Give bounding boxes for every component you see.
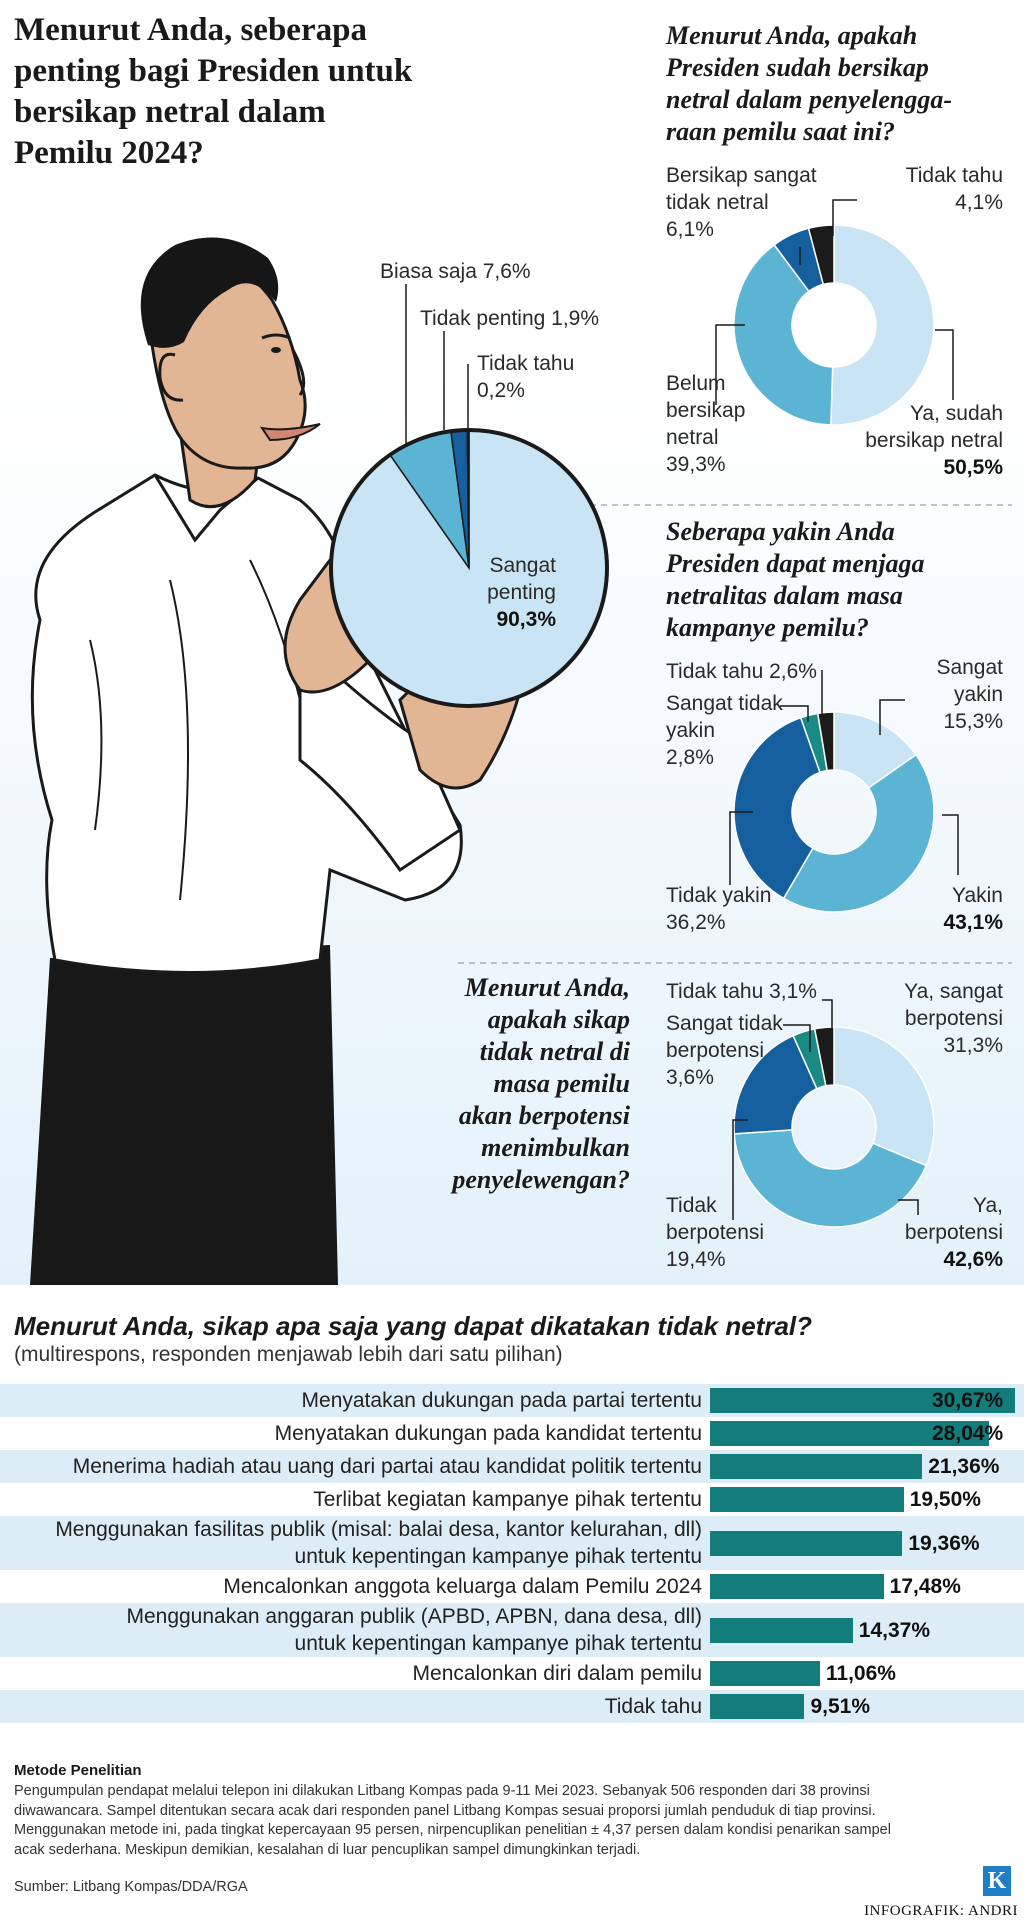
bar-value-label: 28,04% xyxy=(932,1422,1004,1445)
bar xyxy=(710,1421,989,1446)
bar xyxy=(710,1694,805,1719)
bar-category-label: Menggunakan fasilitas publik (misal: bal… xyxy=(55,1518,702,1568)
pie-chart-importance xyxy=(329,428,609,708)
label-q3-tidak-tahu: Tidak tahu 2,6% xyxy=(666,660,817,683)
bar xyxy=(710,1617,853,1643)
bar-value-label: 9,51% xyxy=(810,1695,871,1718)
bar-category-label: Terlibat kegiatan kampanye pihak tertent… xyxy=(313,1488,702,1511)
leader-line xyxy=(832,199,857,236)
bar-row-shading xyxy=(0,1690,1024,1723)
bar-value-label: 30,67% xyxy=(932,1389,1004,1412)
leader-line xyxy=(729,811,753,885)
bar xyxy=(710,1661,820,1686)
bar-row: Menyatakan dukungan pada kandidat terten… xyxy=(0,1417,1024,1450)
pie-slice xyxy=(833,1026,935,1167)
label-q3-sangat-tidak-yakin: Sangat tidak yakin 2,8% xyxy=(666,692,783,769)
bar-chart-subtitle: (multirespons, responden menjawab lebih … xyxy=(14,1343,563,1366)
bar-category-label: Tidak tahu xyxy=(604,1695,702,1718)
bar-chart: Menyatakan dukungan pada partai tertentu… xyxy=(0,1384,1024,1752)
q2-title: Menurut Anda, apakah Presiden sudah bers… xyxy=(666,21,952,146)
label-q2-belum-netral: Belum bersikap netral 39,3% xyxy=(666,372,746,476)
bar-category-label: Menerima hadiah atau uang dari partai at… xyxy=(72,1455,702,1478)
bar-value-label: 14,37% xyxy=(858,1618,930,1642)
bar-value-label: 11,06% xyxy=(825,1662,896,1685)
bar xyxy=(710,1454,923,1479)
leader-line xyxy=(715,324,745,405)
label-q4-sangat-tidak-berpotensi: Sangat tidak berpotensi 3,6% xyxy=(666,1012,783,1089)
pie-slice xyxy=(733,243,834,426)
bar xyxy=(710,1487,904,1512)
bar-row: Terlibat kegiatan kampanye pihak tertent… xyxy=(0,1483,1024,1516)
leader-line xyxy=(935,329,954,400)
pie-slice xyxy=(733,1129,928,1228)
bar-row: Mencalonkan diri dalam pemilu 11,06% xyxy=(0,1657,1024,1690)
label-q3-sangat-yakin: Sangat yakin 15,3% xyxy=(936,656,1003,733)
bar-value-label: 19,50% xyxy=(909,1488,981,1511)
pie-slice xyxy=(816,711,835,772)
bar-row: Menggunakan fasilitas publik (misal: bal… xyxy=(0,1516,1024,1570)
kompas-logo: K xyxy=(983,1866,1011,1896)
bar xyxy=(710,1530,903,1556)
label-q3-yakin: Yakin 43,1% xyxy=(943,884,1003,934)
bar-row-shading xyxy=(0,1603,1024,1657)
label-q4-ya-sangat-berpotensi: Ya, sangat berpotensi 31,3% xyxy=(904,980,1003,1057)
label-q4-tidak-berpotensi: Tidak berpotensi 19,4% xyxy=(666,1194,765,1271)
leader-line xyxy=(732,1119,748,1220)
label-tidak-penting: Tidak penting 1,9% xyxy=(420,307,600,330)
q3-title: Seberapa yakin Anda Presiden dapat menja… xyxy=(666,517,925,642)
methodology-title: Metode Penelitian xyxy=(14,1762,142,1779)
bar-row: Menyatakan dukungan pada partai tertentu… xyxy=(0,1384,1024,1417)
pie-slice xyxy=(813,1026,835,1087)
label-tidak-tahu-1: Tidak tahu 0,2% xyxy=(477,352,575,402)
bar-category-label: Menyatakan dukungan pada kandidat terten… xyxy=(274,1422,702,1445)
leader-line xyxy=(822,999,833,1050)
label-q2-sudah-netral: Ya, sudah bersikap netral 50,5% xyxy=(865,402,1003,479)
bar xyxy=(710,1388,1015,1413)
bar-chart-title: Menurut Anda, sikap apa saja yang dapat … xyxy=(14,1311,813,1341)
leader-line xyxy=(942,814,959,875)
q4-title: Menurut Anda, apakah sikap tidak netral … xyxy=(452,973,630,1194)
donut-chart-confidence xyxy=(733,711,935,913)
pie-slice xyxy=(733,716,821,900)
pie-slice xyxy=(733,1034,818,1135)
donut-chart-potential xyxy=(733,1026,935,1228)
bar-category-label: Mencalonkan anggota keluarga dalam Pemil… xyxy=(223,1575,702,1598)
leader-line xyxy=(879,699,905,735)
bar-value-label: 17,48% xyxy=(889,1575,961,1598)
leader-line xyxy=(898,1199,919,1215)
leader-line xyxy=(783,1024,811,1052)
label-q2-sangat-tidak-netral: Bersikap sangat tidak netral 6,1% xyxy=(666,164,817,241)
pie-slice xyxy=(782,753,935,913)
bar-row: Tidak tahu 9,51% xyxy=(0,1690,1024,1723)
bar-row: Menggunakan anggaran publik (APBD, APBN,… xyxy=(0,1603,1024,1657)
label-biasa-saja: Biasa saja 7,6% xyxy=(380,260,531,283)
bar-category-label: Mencalonkan diri dalam pemilu xyxy=(412,1662,702,1685)
bar-category-label: Menyatakan dukungan pada partai tertentu xyxy=(301,1389,702,1412)
bar-category-label: Menggunakan anggaran publik (APBD, APBN,… xyxy=(126,1605,702,1655)
main-title: Menurut Anda, seberapa penting bagi Pres… xyxy=(14,12,413,171)
bar-row: Mencalonkan anggota keluarga dalam Pemil… xyxy=(0,1570,1024,1603)
bar xyxy=(710,1574,884,1599)
bar-value-label: 19,36% xyxy=(908,1531,980,1555)
president-illustration xyxy=(30,237,532,1285)
label-q4-tidak-tahu: Tidak tahu 3,1% xyxy=(666,980,817,1003)
label-q3-tidak-yakin: Tidak yakin 36,2% xyxy=(666,884,772,934)
label-q4-ya-berpotensi: Ya, berpotensi 42,6% xyxy=(904,1194,1003,1271)
label-q2-tidak-tahu: Tidak tahu 4,1% xyxy=(905,164,1003,214)
pie-slice xyxy=(807,224,835,286)
donut-chart-neutral-now xyxy=(733,224,935,426)
upper-graphics xyxy=(30,199,1012,1285)
leader-line xyxy=(780,705,809,722)
pie-slice xyxy=(830,224,935,426)
label-sangat-penting: Sangat penting 90,3% xyxy=(487,554,556,631)
bar-value-label: 21,36% xyxy=(928,1455,1000,1478)
bar-row: Menerima hadiah atau uang dari partai at… xyxy=(0,1450,1024,1483)
infographic-credit: INFOGRAFIK: ANDRI xyxy=(864,1903,1018,1919)
pie-outline xyxy=(329,428,609,708)
methodology-text: Pengumpulan pendapat melalui telepon ini… xyxy=(14,1783,891,1858)
source-text: Sumber: Litbang Kompas/DDA/RGA xyxy=(14,1879,248,1895)
